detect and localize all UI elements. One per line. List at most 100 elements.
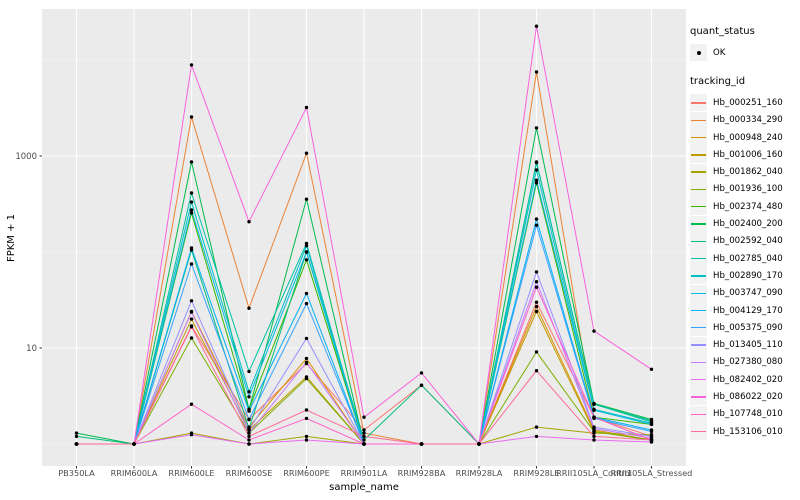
line-sample-icon — [691, 257, 706, 260]
data-point — [362, 438, 366, 442]
data-point — [534, 285, 539, 289]
legend-item-label: Hb_001936_100 — [713, 184, 783, 195]
legend-item: Hb_002592_040 — [690, 232, 783, 250]
legend-item: Hb_000948_240 — [690, 129, 783, 147]
data-point — [304, 291, 309, 296]
data-point — [534, 300, 539, 304]
data-point — [247, 369, 251, 374]
data-point — [304, 356, 309, 361]
data-point — [592, 429, 596, 434]
data-point — [419, 442, 424, 446]
legend-item-label: Hb_002890_170 — [713, 270, 783, 281]
legend-key-box — [690, 232, 707, 250]
legend: quant_status OK tracking_id Hb_000251_16… — [690, 26, 783, 441]
line-sample-icon — [691, 275, 706, 277]
data-point — [247, 428, 251, 432]
data-point — [534, 280, 539, 284]
line-sample-icon — [691, 309, 706, 312]
data-point — [189, 160, 194, 164]
data-point — [592, 438, 596, 442]
legend-item: Hb_107748_010 — [690, 405, 783, 423]
legend-item-label: Hb_000334_290 — [713, 115, 783, 126]
x-tick-label: PB350LA — [58, 468, 95, 478]
legend-key-box — [690, 129, 707, 147]
legend-key-box — [690, 44, 707, 62]
data-point — [189, 317, 194, 321]
data-point — [189, 336, 194, 340]
legend-key-box — [690, 371, 707, 389]
line-sample-icon — [691, 223, 706, 225]
legend-title-tracking-id: tracking_id — [690, 76, 746, 88]
data-point — [304, 434, 309, 439]
data-point — [534, 70, 539, 74]
data-point — [534, 350, 539, 354]
legend-item: Hb_153106_010 — [690, 423, 783, 441]
data-point — [592, 426, 596, 431]
data-point — [189, 433, 194, 437]
line-sample-icon — [691, 327, 706, 329]
data-point — [247, 220, 251, 224]
legend-item-label: Hb_005375_090 — [713, 322, 783, 333]
x-tick-label: RRIM928BA — [398, 468, 446, 478]
data-point — [304, 438, 309, 442]
data-point — [362, 434, 366, 439]
data-point — [534, 217, 539, 221]
data-point — [534, 304, 539, 309]
legend-key-box — [690, 284, 707, 302]
data-point — [649, 422, 654, 427]
y-axis-title: FPKM + 1 — [6, 214, 17, 262]
data-point — [362, 415, 366, 419]
data-point — [304, 376, 309, 381]
legend-key-box — [690, 180, 707, 198]
data-point — [247, 434, 251, 439]
x-tick-label: RRII105LA_Control — [556, 468, 632, 478]
data-point — [534, 369, 539, 373]
data-point — [534, 24, 539, 28]
line-sample-icon — [691, 102, 706, 104]
legend-item-label: Hb_013405_110 — [713, 340, 783, 351]
data-point — [189, 246, 194, 250]
data-point — [362, 428, 366, 432]
line-sample-icon — [691, 413, 706, 415]
data-point — [189, 191, 194, 195]
data-point — [592, 408, 596, 412]
legend-key-box — [690, 146, 707, 164]
legend-item: Hb_002374_480 — [690, 198, 783, 216]
legend-key-box — [690, 388, 707, 406]
data-point — [247, 306, 251, 310]
legend-item-ok: OK — [690, 44, 783, 62]
legend-item-label: Hb_003747_090 — [713, 288, 783, 299]
legend-key-box — [690, 250, 707, 268]
legend-item-label: Hb_001006_160 — [713, 149, 783, 160]
data-point — [592, 415, 596, 419]
data-point — [304, 197, 309, 201]
data-point — [304, 336, 309, 341]
data-point — [189, 310, 194, 314]
data-point — [189, 115, 194, 119]
data-point — [362, 431, 366, 435]
data-point — [534, 178, 539, 182]
data-point — [534, 126, 539, 130]
legend-key-box — [690, 423, 707, 441]
legend-item: Hb_001006_160 — [690, 146, 783, 164]
legend-title-quant-status: quant_status — [690, 26, 755, 37]
line-sample-icon — [691, 119, 706, 121]
legend-item: Hb_005375_090 — [690, 319, 783, 337]
legend-item-label: Hb_002592_040 — [713, 236, 783, 247]
data-point — [189, 208, 194, 212]
legend-item: Hb_002400_200 — [690, 215, 783, 233]
legend-item: Hb_082402_020 — [690, 371, 783, 389]
x-tick-label: RRIM928LA — [456, 468, 503, 478]
legend-item-label: Hb_000251_160 — [713, 97, 783, 108]
x-tick-label: RRIM901LA — [341, 468, 388, 478]
legend-item-label: OK — [713, 47, 726, 58]
legend-item: Hb_013405_110 — [690, 336, 783, 354]
legend-item-label: Hb_002785_040 — [713, 253, 783, 264]
data-point — [304, 250, 309, 254]
data-point — [592, 402, 596, 406]
legend-key-box — [690, 94, 707, 112]
legend-key-box — [690, 198, 707, 216]
data-point — [534, 160, 539, 164]
data-point — [189, 402, 194, 406]
